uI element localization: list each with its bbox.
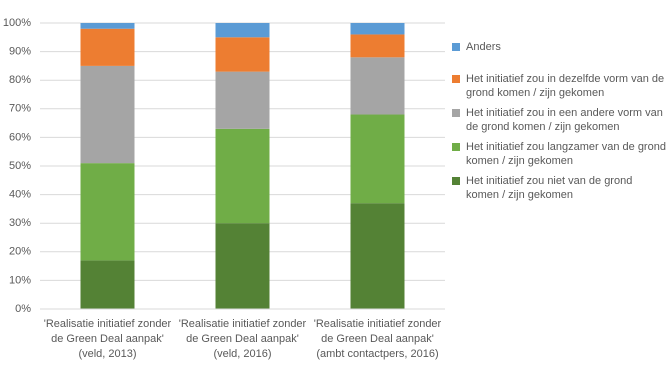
y-tick-label: 100% — [3, 17, 31, 29]
y-tick-label: 70% — [9, 103, 31, 115]
legend-item: Het initiatief zou niet van de grond kom… — [452, 174, 667, 202]
y-tick-label: 10% — [9, 274, 31, 286]
legend-swatch — [452, 177, 460, 185]
bar-segment — [80, 65, 135, 164]
bar-segment — [215, 23, 270, 38]
bar-segment — [215, 71, 270, 129]
y-tick-label: 50% — [9, 160, 31, 172]
legend-item: Het initiatief zou langzamer van de gron… — [452, 140, 667, 168]
legend-swatch — [452, 75, 460, 83]
legend-item: Anders — [452, 40, 667, 54]
legend-item: Het initiatief zou in dezelfde vorm van … — [452, 72, 667, 100]
x-tick-label: 'Realisatie initiatief zonder de Green D… — [178, 318, 307, 360]
legend-label: Anders — [466, 41, 501, 53]
y-tick-label: 30% — [9, 217, 31, 229]
legend-label: Het initiatief zou langzamer van de gron… — [466, 141, 666, 167]
legend-swatch — [452, 109, 460, 117]
bar-segment — [350, 34, 405, 58]
legend-label: Het initiatief zou in dezelfde vorm van … — [466, 73, 665, 99]
y-tick-label: 20% — [9, 246, 31, 258]
legend-swatch — [452, 143, 460, 151]
legend-item: Het initiatief zou in een andere vorm va… — [452, 106, 667, 134]
y-tick-label: 40% — [9, 189, 31, 201]
x-tick-label: 'Realisatie initiatief zonder de Green D… — [313, 318, 442, 360]
bar-segment — [350, 114, 405, 204]
bar-segment — [350, 23, 405, 35]
legend-label: Het initiatief zou in een andere vorm va… — [466, 107, 663, 133]
bar-segment — [80, 23, 135, 29]
legend: Anders Het initiatief zou in dezelfde vor… — [452, 40, 667, 208]
legend-label: Het initiatief zou niet van de grond kom… — [466, 175, 633, 201]
y-tick-label: 80% — [9, 74, 31, 86]
bar-segment — [350, 203, 405, 309]
y-tick-label: 60% — [9, 131, 31, 143]
bar-segment — [350, 57, 405, 115]
bar-segment — [80, 163, 135, 261]
x-tick-label: 'Realisatie initiatief zonder de Green D… — [43, 318, 172, 360]
y-tick-label: 0% — [15, 303, 31, 315]
bar-segment — [215, 37, 270, 72]
y-tick-label: 90% — [9, 46, 31, 58]
bar-segment — [80, 260, 135, 309]
bar-segment — [215, 223, 270, 309]
bar-segment — [215, 128, 270, 224]
legend-swatch — [452, 43, 460, 51]
bar-segment — [80, 28, 135, 66]
